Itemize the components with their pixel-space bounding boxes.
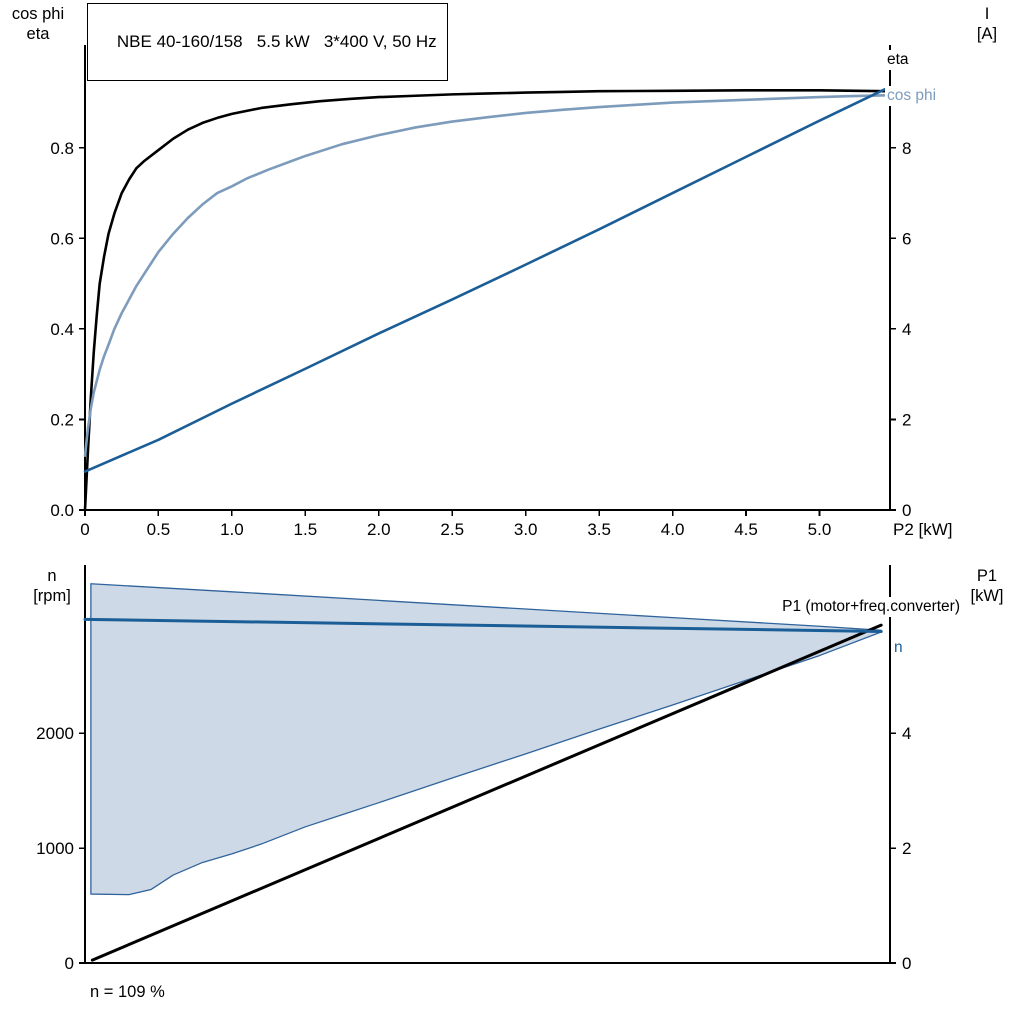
svg-text:1.5: 1.5 — [294, 520, 318, 539]
svg-text:2000: 2000 — [36, 724, 74, 743]
svg-text:0.6: 0.6 — [50, 229, 74, 248]
svg-text:0.0: 0.0 — [50, 501, 74, 520]
svg-text:0: 0 — [80, 520, 89, 539]
n-curve-label: n — [892, 638, 905, 658]
svg-text:3.5: 3.5 — [587, 520, 611, 539]
speed-percentage-annotation: n = 109 % — [90, 983, 165, 1001]
x-axis-title: P2 [kW] — [893, 520, 953, 539]
svg-text:0: 0 — [902, 954, 911, 973]
svg-text:8: 8 — [902, 139, 911, 158]
svg-text:2.5: 2.5 — [440, 520, 464, 539]
cos-phi-curve-label: cos phi — [885, 86, 939, 106]
svg-text:0.4: 0.4 — [50, 320, 74, 339]
p1-unit-label: [kW] — [970, 587, 1004, 605]
svg-text:4: 4 — [902, 320, 911, 339]
bottom-right-axis-title: P1 [kW] — [956, 566, 1018, 606]
top-right-axis-title: I [A] — [956, 4, 1018, 44]
svg-text:2: 2 — [902, 410, 911, 429]
bottom-left-axis-title: n [rpm] — [16, 566, 88, 606]
svg-text:5.0: 5.0 — [808, 520, 832, 539]
top-left-axis-title: cos phi eta — [2, 4, 74, 44]
svg-text:0.2: 0.2 — [50, 410, 74, 429]
svg-text:2: 2 — [902, 839, 911, 858]
chart-title-box: NBE 40-160/158 5.5 kW 3*400 V, 50 Hz — [87, 3, 448, 81]
svg-text:0.8: 0.8 — [50, 139, 74, 158]
svg-text:0: 0 — [65, 954, 74, 973]
svg-text:4: 4 — [902, 724, 911, 743]
cos-phi-axis-label: cos phi — [11, 5, 65, 23]
current-axis-label: I — [984, 5, 990, 23]
eta-axis-label: eta — [26, 25, 50, 43]
p1-axis-label: P1 — [976, 567, 998, 585]
svg-text:1.0: 1.0 — [220, 520, 244, 539]
svg-text:6: 6 — [902, 229, 911, 248]
speed-unit-label: [rpm] — [33, 587, 71, 605]
svg-text:0: 0 — [902, 501, 911, 520]
svg-text:4.5: 4.5 — [734, 520, 758, 539]
svg-text:1000: 1000 — [36, 839, 74, 858]
svg-text:2.0: 2.0 — [367, 520, 391, 539]
svg-text:4.0: 4.0 — [661, 520, 685, 539]
chart-title-text: NBE 40-160/158 5.5 kW 3*400 V, 50 Hz — [116, 32, 437, 51]
svg-text:3.0: 3.0 — [514, 520, 538, 539]
svg-text:0.5: 0.5 — [147, 520, 171, 539]
eta-curve-label: eta — [885, 50, 911, 70]
p1-curve-label: P1 (motor+freq.converter) — [780, 597, 962, 617]
speed-axis-label: n — [47, 567, 57, 585]
current-unit-label: [A] — [976, 25, 998, 43]
